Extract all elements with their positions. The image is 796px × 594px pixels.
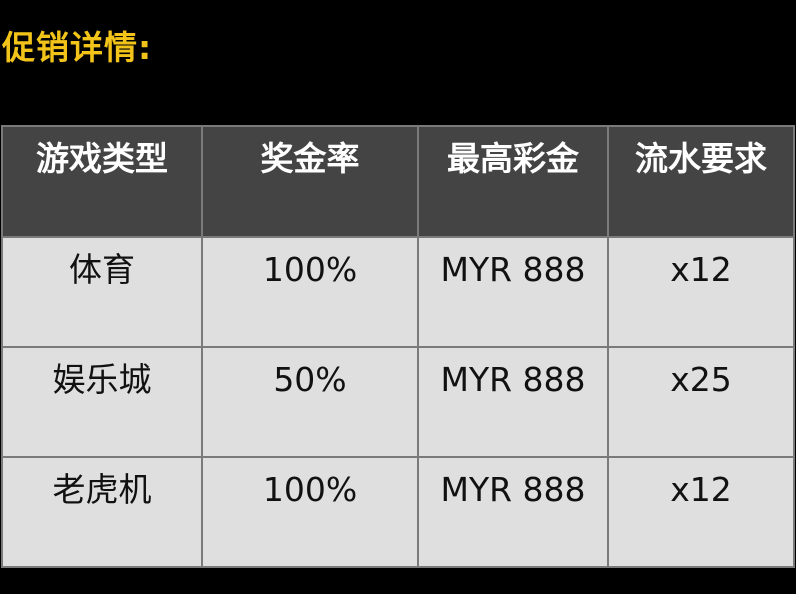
- table-row: 体育 100% MYR 888 x12: [1, 236, 795, 348]
- table-header-row: 游戏类型 奖金率 最高彩金 流水要求: [1, 125, 795, 238]
- cell-turnover: x12: [607, 456, 795, 568]
- cell-bonus-rate: 50%: [201, 346, 419, 458]
- cell-max-bonus: MYR 888: [417, 236, 609, 348]
- cell-max-bonus: MYR 888: [417, 456, 609, 568]
- header-bonus-rate: 奖金率: [201, 125, 419, 238]
- table-row: 娱乐城 50% MYR 888 x25: [1, 346, 795, 458]
- cell-game-type: 体育: [1, 236, 203, 348]
- cell-bonus-rate: 100%: [201, 456, 419, 568]
- cell-game-type: 老虎机: [1, 456, 203, 568]
- cell-max-bonus: MYR 888: [417, 346, 609, 458]
- cell-game-type: 娱乐城: [1, 346, 203, 458]
- header-turnover: 流水要求: [607, 125, 795, 238]
- header-game-type: 游戏类型: [1, 125, 203, 238]
- promo-table: 游戏类型 奖金率 最高彩金 流水要求 体育 100% MYR 888 x12 娱…: [1, 125, 795, 568]
- cell-bonus-rate: 100%: [201, 236, 419, 348]
- header-max-bonus: 最高彩金: [417, 125, 609, 238]
- promo-details-title: 促销详情:: [2, 28, 153, 67]
- cell-turnover: x25: [607, 346, 795, 458]
- cell-turnover: x12: [607, 236, 795, 348]
- table-row: 老虎机 100% MYR 888 x12: [1, 456, 795, 568]
